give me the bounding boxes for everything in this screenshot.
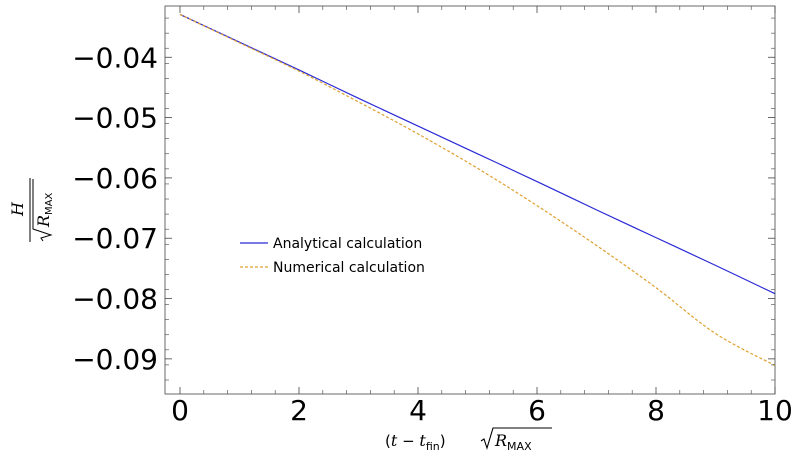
x-tick-label: 6	[528, 394, 546, 427]
x-axis-label: (t − tfin) RMAX	[385, 427, 552, 453]
y-axis-label: H RMAX	[8, 178, 55, 242]
ticks-layer: 0 2 4 6 8 10 −0.04 −0.05 −0.06 −0.07 −0.08 −0.09	[72, 6, 793, 427]
y-tick-label: −0.05	[72, 102, 158, 135]
y-tick-label: −0.09	[72, 343, 158, 376]
legend-label-numerical: Numerical calculation	[273, 260, 425, 276]
y-tick-label: −0.07	[72, 222, 158, 255]
x-label-minus: −	[397, 432, 419, 450]
x-label-R: R	[494, 431, 507, 450]
series-line-numerical	[179, 13, 776, 367]
x-label-sub-max: MAX	[507, 440, 532, 453]
x-label-t2: t	[419, 431, 426, 450]
y-label-sqrt-sign	[32, 179, 53, 242]
x-tick-label: 2	[290, 394, 308, 427]
x-tick-label: 4	[409, 394, 427, 427]
svg-text:(t − tfin): (t − tfin)	[385, 431, 446, 453]
legend-label-analytical: Analytical calculation	[273, 236, 422, 252]
x-label-t: t	[391, 431, 398, 450]
x-label-sqrt-sign	[480, 427, 552, 450]
y-tick-label: −0.08	[72, 283, 158, 316]
y-label-R: R	[34, 215, 53, 228]
svg-text:RMAX: RMAX	[494, 431, 532, 453]
x-tick-label: 8	[647, 394, 665, 427]
x-label-sub-fin: fin	[426, 440, 440, 453]
series-layer	[179, 13, 776, 367]
svg-text:RMAX: RMAX	[34, 192, 55, 228]
y-label-numerator: H	[8, 201, 27, 217]
plot-frame	[164, 5, 776, 395]
y-tick-label: −0.04	[72, 41, 158, 74]
x-tick-label: 10	[757, 394, 793, 427]
x-tick-label: 0	[171, 394, 189, 427]
y-label-sub-max: MAX	[44, 192, 55, 214]
series-line-analytical	[179, 13, 776, 295]
x-label-open-paren: (	[385, 432, 391, 450]
legend: Analytical calculation Numerical calcula…	[240, 236, 425, 276]
x-label-close-paren: )	[440, 432, 446, 450]
plot-border	[164, 5, 776, 395]
y-tick-label: −0.06	[72, 162, 158, 195]
